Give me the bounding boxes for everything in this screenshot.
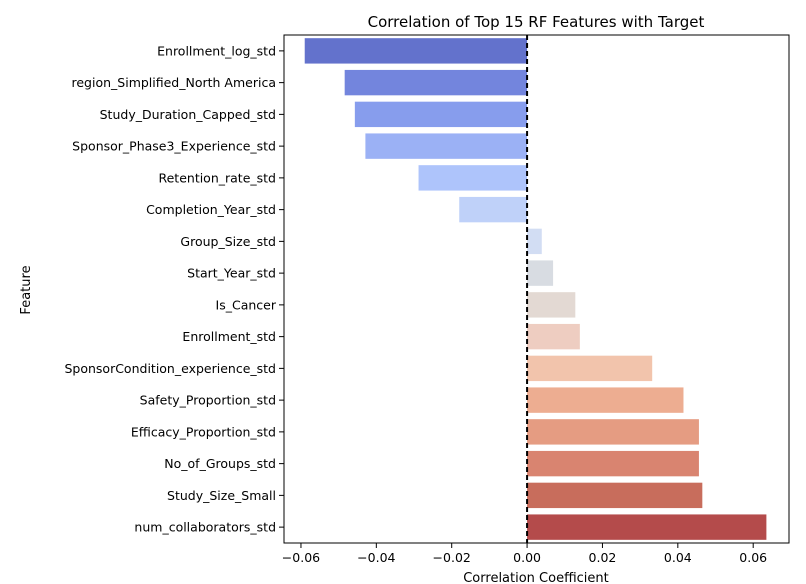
y-tick-label: Study_Size_Small xyxy=(167,488,276,503)
y-tick-label: Group_Size_std xyxy=(180,234,276,249)
bar-sponsor-phase3-experience-std xyxy=(365,133,528,159)
x-axis-title: Correlation Coefficient xyxy=(463,571,609,584)
bar-study-size-small xyxy=(527,482,703,509)
y-tick-label: num_collaborators_std xyxy=(134,520,276,535)
bar-study-duration-capped-std xyxy=(354,101,528,128)
x-tick-label: −0.02 xyxy=(433,550,471,565)
y-tick-label: Enrollment_log_std xyxy=(157,43,276,58)
bar-no-of-groups-std xyxy=(527,450,699,477)
y-tick-label: Sponsor_Phase3_Experience_std xyxy=(72,139,276,154)
y-tick-label: Is_Cancer xyxy=(216,297,277,312)
bar-efficacy-proportion-std xyxy=(527,419,699,445)
y-tick-label: Safety_Proportion_std xyxy=(140,393,276,408)
bar-region-simplified-north-america xyxy=(344,69,528,96)
y-tick-label: Enrollment_std xyxy=(182,329,276,344)
axes-layer: Enrollment_log_std region_Simplified_Nort… xyxy=(64,43,767,565)
x-tick-label: 0.02 xyxy=(589,550,617,565)
chart-title: Correlation of Top 15 RF Features with T… xyxy=(368,13,705,31)
bar-safety-proportion-std xyxy=(527,387,684,413)
bar-enrollment-log-std xyxy=(304,38,528,64)
bar-retention-rate-std xyxy=(418,165,528,191)
x-tick-label: −0.06 xyxy=(282,550,320,565)
bar-start-year-std xyxy=(527,260,554,286)
x-tick-label: 0.00 xyxy=(513,550,541,565)
y-tick-label: SponsorCondition_experience_std xyxy=(64,361,276,376)
bar-enrollment-std xyxy=(527,323,580,350)
x-tick-label: 0.04 xyxy=(664,550,692,565)
bar-completion-year-std xyxy=(459,196,528,223)
y-tick-label: No_of_Groups_std xyxy=(164,456,276,471)
bar-num-collaborators-std xyxy=(527,514,767,540)
bar-sponsorcondition-experience-std xyxy=(527,355,653,382)
y-tick-label: Study_Duration_Capped_std xyxy=(100,107,276,122)
x-tick-label: −0.04 xyxy=(357,550,395,565)
bar-is-cancer xyxy=(527,292,576,318)
y-axis-title: Feature xyxy=(19,265,34,314)
y-tick-label: Start_Year_std xyxy=(187,266,276,281)
bars-layer xyxy=(304,38,767,540)
x-tick-label: 0.06 xyxy=(739,550,767,565)
y-tick-label: region_Simplified_North America xyxy=(72,75,277,90)
plot-frame xyxy=(283,34,790,544)
y-tick-label: Efficacy_Proportion_std xyxy=(131,424,276,439)
y-tick-label: Completion_Year_std xyxy=(146,202,276,217)
y-tick-label: Retention_rate_std xyxy=(158,170,276,185)
bar-group-size-std xyxy=(527,228,542,255)
